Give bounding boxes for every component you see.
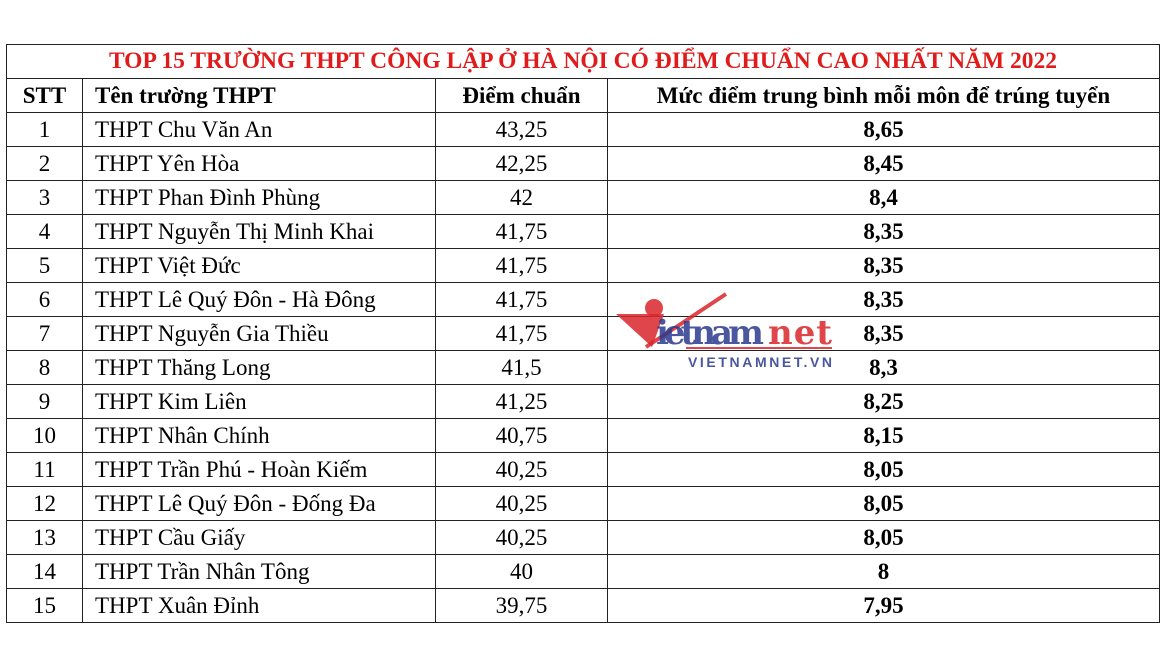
row-stt: 3 [6,180,83,215]
table-row: 13 THPT Cầu Giấy 40,25 8,05 [6,520,1160,555]
row-stt: 1 [6,112,83,147]
header-row: STT Tên trường THPT Điểm chuẩn Mức điểm … [6,78,1160,113]
table-row: 9 THPT Kim Liên 41,25 8,25 [6,384,1160,419]
row-average-score: 7,95 [607,588,1160,623]
row-average-score: 8,35 [607,282,1160,317]
table-row: 7 THPT Nguyễn Gia Thiều 41,75 8,35 [6,316,1160,351]
table-row: 15 THPT Xuân Đỉnh 39,75 7,95 [6,588,1160,623]
table-row: 11 THPT Trần Phú - Hoàn Kiếm 40,25 8,05 [6,452,1160,487]
row-school-name: THPT Trần Nhân Tông [82,554,436,589]
row-school-name: THPT Nhân Chính [82,418,436,453]
row-stt: 5 [6,248,83,283]
row-school-name: THPT Việt Đức [82,248,436,283]
row-cutoff-score: 41,5 [435,350,608,385]
row-stt: 12 [6,486,83,521]
row-cutoff-score: 42,25 [435,146,608,181]
header-school: Tên trường THPT [82,78,436,113]
row-school-name: THPT Thăng Long [82,350,436,385]
row-school-name: THPT Nguyễn Thị Minh Khai [82,214,436,249]
row-school-name: THPT Cầu Giấy [82,520,436,555]
row-average-score: 8,25 [607,384,1160,419]
row-cutoff-score: 39,75 [435,588,608,623]
row-stt: 11 [6,452,83,487]
row-stt: 15 [6,588,83,623]
row-cutoff-score: 42 [435,180,608,215]
row-average-score: 8,35 [607,248,1160,283]
cutoff-score-table: TOP 15 TRƯỜNG THPT CÔNG LẬP Ở HÀ NỘI CÓ … [6,44,1160,623]
header-stt: STT [6,78,83,113]
row-average-score: 8,4 [607,180,1160,215]
row-stt: 9 [6,384,83,419]
table-row: 5 THPT Việt Đức 41,75 8,35 [6,248,1160,283]
table-row: 1 THPT Chu Văn An 43,25 8,65 [6,112,1160,147]
row-average-score: 8,05 [607,486,1160,521]
row-average-score: 8,35 [607,214,1160,249]
header-average: Mức điểm trung bình mỗi môn để trúng tuy… [607,78,1160,113]
table-row: 3 THPT Phan Đình Phùng 42 8,4 [6,180,1160,215]
row-school-name: THPT Nguyễn Gia Thiều [82,316,436,351]
table-row: 8 THPT Thăng Long 41,5 8,3 [6,350,1160,385]
table-row: 14 THPT Trần Nhân Tông 40 8 [6,554,1160,589]
table-row: 4 THPT Nguyễn Thị Minh Khai 41,75 8,35 [6,214,1160,249]
row-cutoff-score: 40,75 [435,418,608,453]
table-row: 12 THPT Lê Quý Đôn - Đống Đa 40,25 8,05 [6,486,1160,521]
row-stt: 4 [6,214,83,249]
row-average-score: 8,05 [607,520,1160,555]
row-school-name: THPT Lê Quý Đôn - Đống Đa [82,486,436,521]
row-cutoff-score: 40,25 [435,486,608,521]
row-average-score: 8,35 [607,316,1160,351]
row-stt: 14 [6,554,83,589]
row-school-name: THPT Trần Phú - Hoàn Kiếm [82,452,436,487]
row-average-score: 8,45 [607,146,1160,181]
row-stt: 8 [6,350,83,385]
row-cutoff-score: 40,25 [435,452,608,487]
row-school-name: THPT Yên Hòa [82,146,436,181]
row-school-name: THPT Lê Quý Đôn - Hà Đông [82,282,436,317]
table-row: 2 THPT Yên Hòa 42,25 8,45 [6,146,1160,181]
table-row: 10 THPT Nhân Chính 40,75 8,15 [6,418,1160,453]
row-cutoff-score: 43,25 [435,112,608,147]
row-average-score: 8,05 [607,452,1160,487]
row-stt: 13 [6,520,83,555]
row-cutoff-score: 41,75 [435,316,608,351]
row-average-score: 8,65 [607,112,1160,147]
row-school-name: THPT Phan Đình Phùng [82,180,436,215]
row-stt: 2 [6,146,83,181]
row-stt: 7 [6,316,83,351]
row-school-name: THPT Kim Liên [82,384,436,419]
row-cutoff-score: 41,75 [435,248,608,283]
row-average-score: 8 [607,554,1160,589]
row-stt: 6 [6,282,83,317]
table-title: TOP 15 TRƯỜNG THPT CÔNG LẬP Ở HÀ NỘI CÓ … [6,44,1160,79]
row-cutoff-score: 40 [435,554,608,589]
row-school-name: THPT Xuân Đỉnh [82,588,436,623]
row-school-name: THPT Chu Văn An [82,112,436,147]
row-cutoff-score: 40,25 [435,520,608,555]
row-cutoff-score: 41,75 [435,214,608,249]
header-score: Điểm chuẩn [435,78,608,113]
row-cutoff-score: 41,75 [435,282,608,317]
row-average-score: 8,15 [607,418,1160,453]
row-stt: 10 [6,418,83,453]
row-cutoff-score: 41,25 [435,384,608,419]
row-average-score: 8,3 [607,350,1160,385]
table-row: 6 THPT Lê Quý Đôn - Hà Đông 41,75 8,35 [6,282,1160,317]
